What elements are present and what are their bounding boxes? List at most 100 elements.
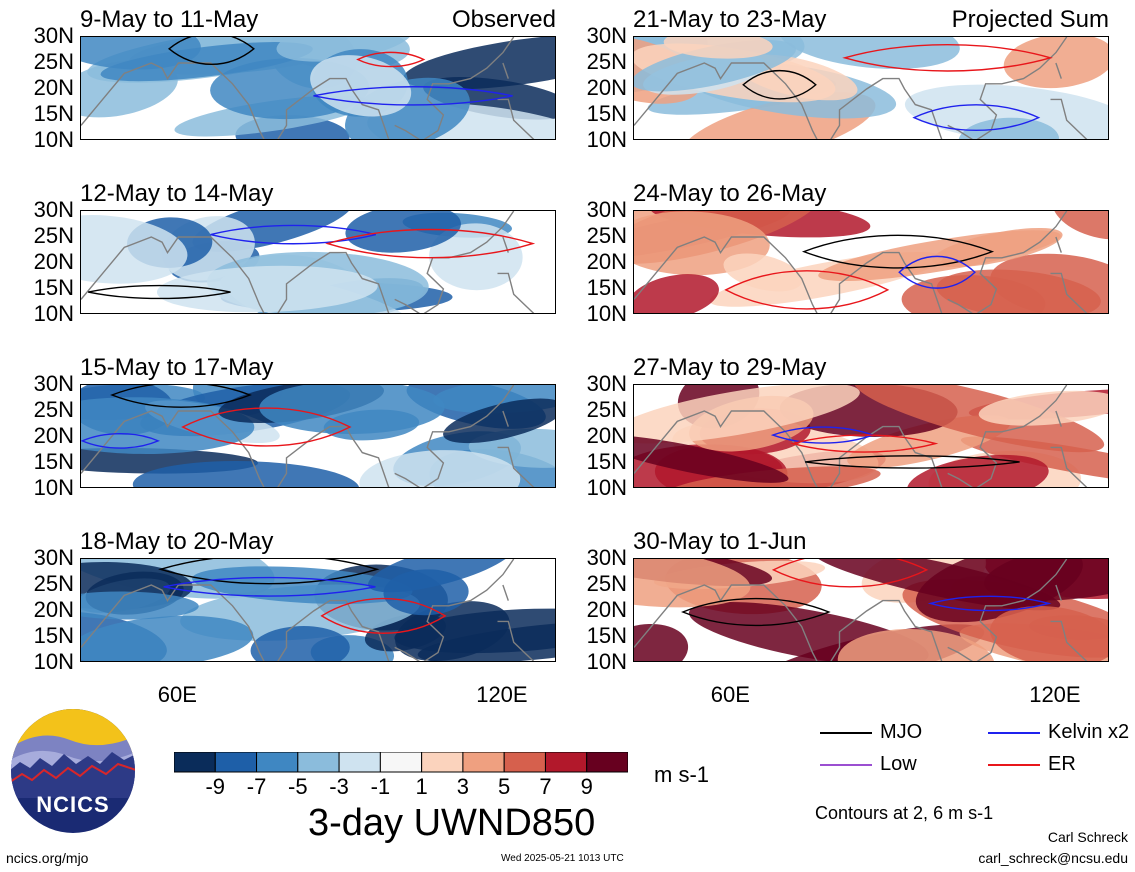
field-blob [132,461,360,487]
contour-line [163,576,376,597]
coastline [394,559,515,661]
coastline [502,410,509,427]
legend-label: Kelvin x2 [1048,721,1130,743]
lat-tick-label: 25N [33,571,74,596]
field-blob [634,434,789,483]
colorbar-swatch [256,752,299,773]
lat-tick-label: 20N [586,597,627,622]
contour-line [771,559,929,588]
lat-tick-label: 10N [586,301,627,326]
colorbar-label: 7 [539,774,552,799]
contour-line [158,559,380,585]
lat-tick-label: 30N [33,23,74,48]
field-blob [359,450,521,487]
field-blob [1052,211,1108,240]
legend-swatch [988,764,1040,766]
contour-line [898,255,976,289]
map-panel [633,384,1109,488]
lat-tick-label: 10N [33,649,74,674]
column-label-1: Projected Sum [951,6,1109,33]
field-blob [665,466,881,487]
contour-line [912,104,1041,132]
coastline [947,559,1068,661]
coastline [394,37,515,139]
lat-tick-label: 10N [33,301,74,326]
coastline [1055,410,1062,427]
footer-email: carl_schreck@ncsu.edu [978,850,1128,866]
coastline [497,98,535,139]
lat-tick-label: 15N [33,101,74,126]
coastline [1055,584,1062,601]
coastline [277,77,390,139]
contour-line [168,37,255,66]
colorbar-swatch [544,752,588,773]
field-blob [81,591,199,620]
colorbar-swatch [379,752,423,773]
colorbar-label: 9 [580,774,593,799]
field-blob [259,385,445,434]
ncics-logo: NCICS [11,709,135,833]
coastline [277,251,390,313]
lat-tick-label: 15N [33,623,74,648]
field-blob [403,37,555,90]
field-blob [250,626,350,661]
lat-tick-label: 20N [33,597,74,622]
lat-tick-label: 15N [33,449,74,474]
field-blob [779,37,960,69]
footer-timestamp: Wed 2025-05-21 1013 UTC [501,853,624,864]
map-panel [80,210,556,314]
contour-line [81,433,160,449]
lat-tick-label: 20N [33,423,74,448]
field-blob [276,37,414,62]
field-blob [634,385,860,444]
lat-tick-label: 30N [586,545,627,570]
coastline [1050,98,1088,139]
panel-title: 9-May to 11-May [80,6,259,33]
coastline [830,425,943,487]
lat-tick-label: 30N [33,371,74,396]
lat-tick-label: 10N [586,649,627,674]
contour-line [356,51,426,68]
contour-line [88,284,231,300]
field-blob [443,398,555,444]
coastline [1050,446,1088,487]
field-blob [837,629,995,661]
lat-tick-label: 20N [586,423,627,448]
field-blob [81,215,188,284]
colorbar-swatch [462,752,505,773]
field-blob [634,274,719,313]
coastline [1055,62,1062,79]
coastline [497,620,535,661]
coastline [947,211,1068,313]
field-blob [634,559,751,608]
lat-tick-label: 20N [33,75,74,100]
lat-tick-label: 15N [586,275,627,300]
field-blob [100,42,313,82]
lon-tick-label: 60E [157,682,197,707]
coastline [830,77,943,139]
lat-tick-label: 25N [586,571,627,596]
map-panel [633,210,1109,314]
field-blob [394,608,555,654]
lat-tick-label: 30N [33,197,74,222]
coastline [81,62,265,139]
field-blob [960,436,1108,487]
field-blob [958,117,1060,139]
contour-line [313,86,513,106]
field-blob [310,55,412,117]
panel-title: 30-May to 1-Jun [633,528,807,555]
colorbar-label: 5 [498,774,511,799]
field-blob [383,569,469,616]
panel-title: 21-May to 23-May [633,6,827,33]
lat-tick-label: 10N [586,127,627,152]
lon-tick-label: 60E [710,682,750,707]
map-panel [633,558,1109,662]
lat-tick-label: 10N [33,475,74,500]
map-field [634,559,1108,661]
map-field [81,385,555,487]
lat-tick-label: 20N [586,249,627,274]
colorbar-label: -9 [205,774,226,799]
units-label: m s-1 [654,762,709,787]
contour-line [210,224,376,245]
colorbar-label: 3 [456,774,470,799]
